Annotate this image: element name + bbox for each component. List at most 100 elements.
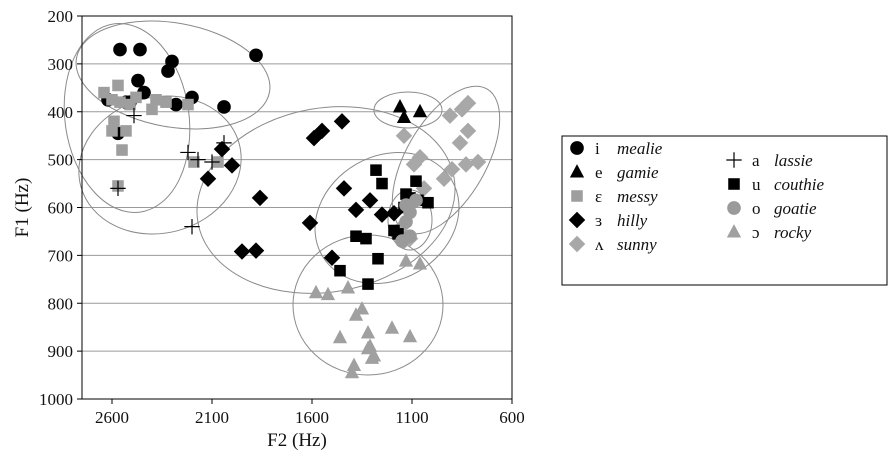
data-point-couthie <box>410 175 422 187</box>
data-point-hilly <box>333 113 351 130</box>
legend-symbol: u <box>752 175 761 194</box>
legend-item-sunny: ʌ sunny <box>568 235 657 254</box>
data-point-couthie <box>362 278 374 290</box>
data-point-hilly <box>335 180 353 197</box>
ellipse-lassie <box>78 95 242 235</box>
legend-symbol: ʌ <box>595 235 604 254</box>
data-points <box>98 42 487 379</box>
legend-symbol: o <box>752 199 761 218</box>
legend-label: gamie <box>617 163 659 182</box>
data-point-hilly <box>347 201 365 219</box>
x-tick-label: 1600 <box>295 408 329 427</box>
legend-symbol: a <box>752 151 760 170</box>
legend-label: goatie <box>774 199 817 218</box>
y-tick-label: 400 <box>48 103 74 122</box>
data-point-messy <box>116 144 128 156</box>
data-point-messy <box>160 96 172 108</box>
data-point-couthie <box>372 252 384 265</box>
data-point-sunny <box>395 127 413 144</box>
x-tick-label: 2600 <box>95 408 129 427</box>
ellipse-couthie <box>314 152 460 284</box>
data-point-rocky <box>402 328 418 343</box>
data-point-messy <box>106 125 118 137</box>
data-point-gamie <box>412 103 428 118</box>
data-point-rocky <box>360 325 376 339</box>
legend-symbol: ɔ <box>752 223 760 242</box>
data-point-lassie <box>110 180 126 197</box>
data-point-rocky <box>332 329 348 344</box>
legend-marker-hilly <box>568 211 586 229</box>
vowel-ellipses <box>63 20 501 376</box>
data-point-sunny <box>435 170 453 188</box>
y-axis-title: F1 (Hz) <box>12 178 33 238</box>
legend-symbol: i <box>595 139 600 158</box>
legend-item-goatie: o goatie <box>727 199 817 218</box>
legend-marker-sunny <box>568 235 586 253</box>
legend-item-mealie: i mealie <box>570 139 663 158</box>
data-point-hilly <box>251 189 269 207</box>
data-point-rocky <box>346 357 362 372</box>
legend-marker-couthie <box>728 178 740 190</box>
data-point-lassie <box>126 107 142 124</box>
legend-label: lassie <box>774 151 813 170</box>
data-point-hilly <box>213 140 231 158</box>
data-point-hilly <box>301 214 319 232</box>
data-point-rocky <box>362 338 378 352</box>
data-point-hilly <box>199 170 217 188</box>
data-point-messy <box>106 94 118 106</box>
legend-marker-goatie <box>727 201 741 215</box>
data-point-messy <box>188 156 200 168</box>
x-axis-title: F2 (Hz) <box>267 430 327 451</box>
data-point-sunny <box>469 153 487 171</box>
y-tick-label: 600 <box>48 199 74 218</box>
data-point-messy <box>120 125 132 137</box>
legend-marker-rocky <box>726 224 742 238</box>
data-point-sunny <box>451 134 469 152</box>
data-point-goatie <box>399 215 413 229</box>
data-point-messy <box>124 98 136 111</box>
x-tick-label: 1100 <box>395 408 428 427</box>
legend-symbol: e <box>595 163 603 182</box>
data-point-hilly <box>247 242 265 259</box>
ellipse-messy <box>63 23 191 213</box>
legend-symbol: ɜ <box>595 211 602 230</box>
x-tick-label: 600 <box>499 408 525 427</box>
data-point-hilly <box>233 243 251 260</box>
legend-label: messy <box>617 187 658 206</box>
data-point-rocky <box>320 286 336 301</box>
legend-marker-gamie <box>569 164 585 178</box>
data-point-rocky <box>308 284 324 299</box>
data-point-hilly <box>385 204 403 222</box>
legend-label: hilly <box>617 211 648 230</box>
data-point-couthie <box>376 177 388 190</box>
data-point-hilly <box>373 206 391 223</box>
data-point-rocky <box>364 350 380 364</box>
y-tick-label: 500 <box>48 151 74 170</box>
data-point-rocky <box>340 280 356 294</box>
data-point-mealie <box>249 48 263 63</box>
y-tick-label: 200 <box>48 7 74 26</box>
data-point-gamie <box>392 99 408 113</box>
data-point-hilly <box>361 192 379 209</box>
x-tick-label: 2100 <box>195 408 229 427</box>
data-point-goatie <box>409 193 423 208</box>
legend-label: sunny <box>617 235 657 254</box>
legend-marker-mealie <box>570 141 584 155</box>
data-point-sunny <box>459 94 477 112</box>
data-point-rocky <box>354 301 370 315</box>
data-point-sunny <box>441 107 459 124</box>
y-tick-label: 300 <box>48 55 74 74</box>
ellipse-gamie <box>373 91 443 129</box>
data-point-messy <box>130 91 142 104</box>
data-point-goatie <box>395 234 409 248</box>
data-point-sunny <box>443 160 461 178</box>
data-point-messy <box>112 79 124 92</box>
legend-label: mealie <box>617 139 663 158</box>
legend-marker-messy <box>571 190 583 202</box>
data-point-sunny <box>459 122 477 140</box>
legend-item-couthie: u couthie <box>728 175 824 194</box>
data-point-couthie <box>360 232 372 245</box>
data-point-lassie <box>204 154 220 170</box>
